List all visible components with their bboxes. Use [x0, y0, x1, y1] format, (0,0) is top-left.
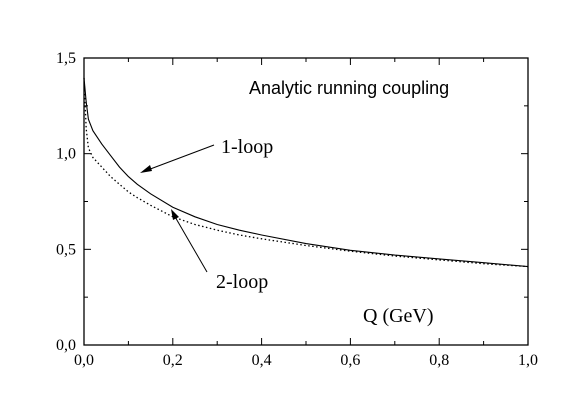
x-tick-label: 1,0 [518, 352, 538, 369]
y-tick-labels: 0,0 0,5 1,0 1,5 [56, 50, 76, 354]
y-tick-label: 1,0 [56, 146, 76, 163]
series-line-1-loop [83, 77, 529, 268]
x-tick-label: 0,8 [429, 352, 449, 369]
x-tick-label: 0,4 [252, 352, 272, 369]
plot-frame [83, 57, 529, 346]
x-tick-label: 0,6 [340, 352, 360, 369]
x-tick-label: 0,0 [74, 352, 94, 369]
arrowhead-1-loop [140, 165, 152, 173]
chart-annotation-label: Analytic running coupling [249, 78, 449, 98]
tick-layer [83, 57, 529, 346]
arrow-1-loop [144, 144, 215, 172]
y-tick-label: 0,5 [56, 241, 76, 258]
y-tick-label: 0,0 [56, 337, 76, 354]
arrow-2-loop [173, 214, 208, 273]
x-tick-label: 0,2 [163, 352, 183, 369]
series-label-2-loop: 2-loop [216, 271, 268, 293]
x-tick-labels: 0,0 0,2 0,4 0,6 0,8 1,0 [74, 352, 538, 369]
arrowhead-2-loop [171, 209, 179, 220]
series-line-2-loop [83, 77, 529, 268]
y-tick-label: 1,5 [56, 50, 76, 67]
x-axis-label: Q (GeV) [363, 305, 434, 327]
series-label-1-loop: 1-loop [221, 136, 273, 158]
series-layer [83, 77, 529, 268]
